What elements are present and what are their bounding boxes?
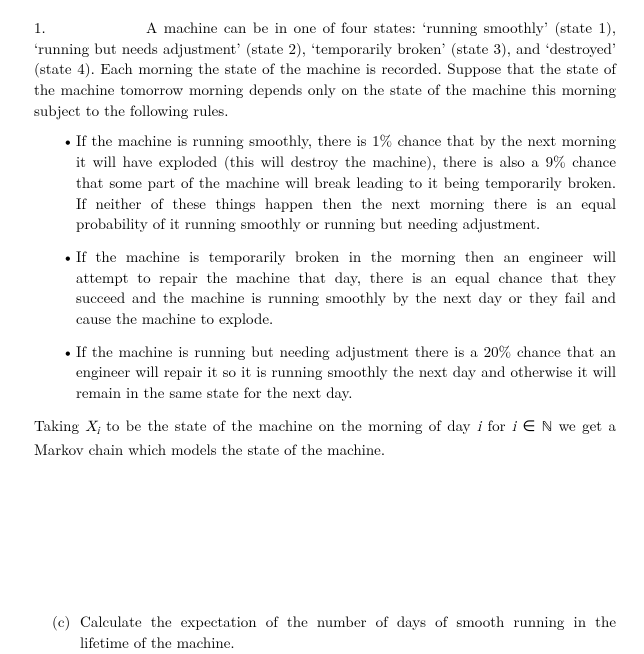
rule-text: If the machine is running smoothly, ther… — [76, 130, 616, 234]
rule-item: If the machine is temporarily broken in … — [62, 247, 616, 330]
rule-text: If the machine is running but needing ad… — [76, 341, 616, 403]
rule-text: If the machine is temporarily broken in … — [76, 246, 616, 329]
problem-number: 1. — [34, 18, 146, 39]
closing-mid2: for — [481, 415, 512, 436]
closing-in: ∈ — [516, 415, 542, 436]
closing-mid1: to be the state of the machine on the mo… — [100, 415, 477, 436]
closing-prefix: Taking — [34, 415, 85, 436]
subpart-c: (c) Calculate the expectation of the num… — [34, 612, 616, 653]
problem-intro: 1.A machine can be in one of four states… — [34, 18, 616, 121]
closing-N: ℕ — [542, 420, 552, 435]
rules-list: If the machine is running smoothly, ther… — [34, 131, 616, 403]
rule-item: If the machine is running but needing ad… — [62, 342, 616, 404]
rule-item: If the machine is running smoothly, ther… — [62, 131, 616, 234]
subpart-text: Calculate the expectation of the number … — [80, 611, 616, 653]
closing-paragraph: Taking Xi to be the state of the machine… — [34, 416, 616, 461]
closing-var-X: X — [85, 419, 96, 434]
